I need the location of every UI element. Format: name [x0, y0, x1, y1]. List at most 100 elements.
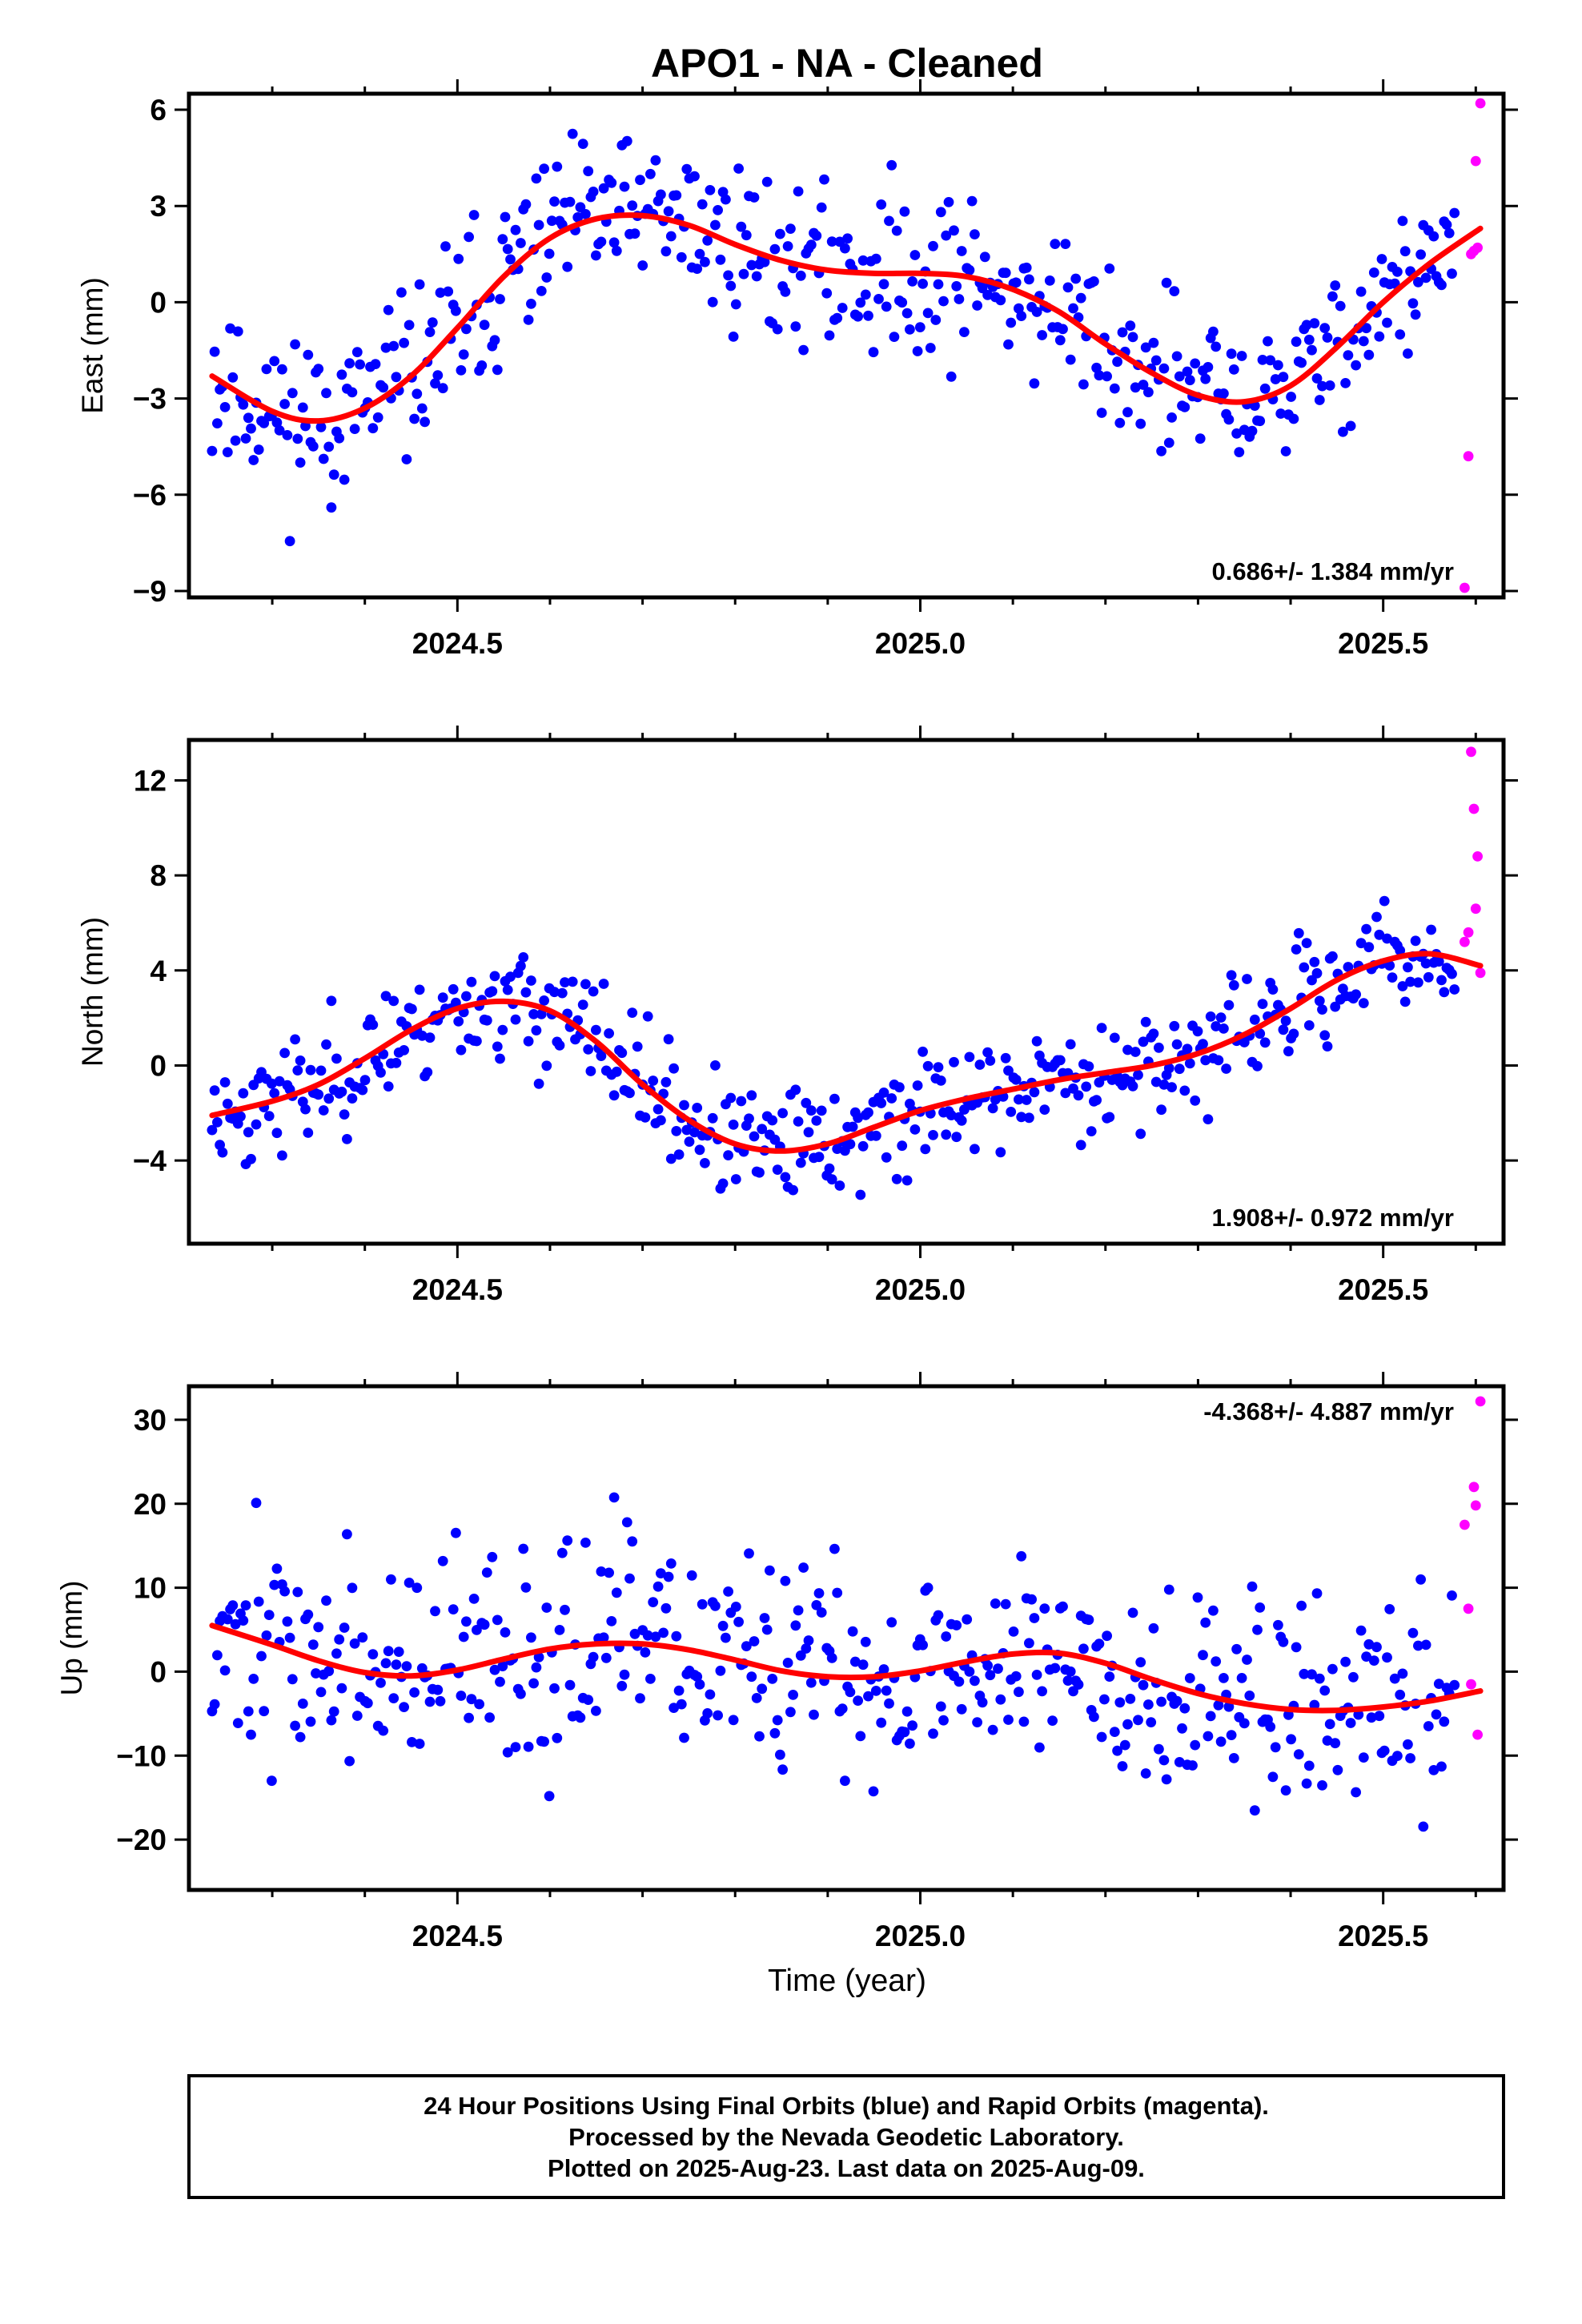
north-final-point: [1138, 1036, 1149, 1047]
up-y-tick-label: 0: [150, 1655, 167, 1688]
up-x-tick-label: 2025.5: [1338, 1920, 1428, 1952]
north-final-point: [1420, 958, 1431, 969]
east-final-point: [1070, 273, 1082, 284]
east-final-point: [1280, 446, 1291, 456]
up-final-point: [600, 1652, 612, 1663]
north-final-point: [801, 1097, 812, 1108]
east-final-point: [209, 346, 220, 357]
north-final-point: [935, 1076, 946, 1086]
north-final-point: [1200, 1055, 1211, 1066]
east-final-point: [1397, 215, 1408, 227]
up-x-tick-label: 2024.5: [412, 1920, 503, 1952]
up-y-axis-label: Up (mm): [55, 1581, 88, 1696]
east-rapid-point: [1460, 582, 1470, 593]
east-final-point: [1278, 372, 1289, 383]
east-final-point: [816, 202, 827, 213]
north-final-point: [1184, 1058, 1195, 1069]
east-final-point: [1275, 408, 1287, 419]
up-final-point: [456, 1691, 467, 1701]
up-final-point: [243, 1706, 254, 1717]
east-final-point: [746, 259, 757, 271]
up-final-point: [1190, 1739, 1201, 1751]
up-rapid-point: [1472, 1729, 1483, 1740]
north-final-point: [383, 1081, 394, 1092]
east-final-point: [1358, 336, 1369, 347]
up-final-point: [1119, 1739, 1130, 1751]
east-final-point: [761, 176, 773, 187]
east-final-point: [1441, 219, 1452, 230]
up-final-point: [435, 1695, 446, 1707]
up-y-tick-label: 10: [134, 1572, 167, 1605]
up-final-point: [1016, 1550, 1027, 1562]
north-final-point: [510, 1014, 521, 1025]
east-final-point: [404, 320, 415, 331]
north-final-point: [604, 1028, 614, 1039]
up-final-point: [1117, 1761, 1128, 1771]
east-final-point: [1449, 207, 1460, 219]
up-final-point: [1296, 1600, 1307, 1611]
up-final-point: [673, 1685, 685, 1696]
up-final-point: [497, 1661, 508, 1672]
east-final-point: [409, 413, 420, 424]
east-y-tick-label: −6: [133, 479, 167, 512]
east-final-point: [1291, 336, 1302, 348]
east-final-point: [328, 469, 339, 480]
up-final-point: [717, 1620, 729, 1631]
east-final-point: [798, 344, 809, 356]
north-final-point: [1091, 1095, 1102, 1106]
east-final-point: [1044, 275, 1055, 286]
east-x-tick-label: 2024.5: [412, 627, 503, 660]
up-final-point: [765, 1565, 775, 1576]
east-final-point: [707, 296, 718, 308]
up-final-point: [811, 1600, 822, 1610]
up-final-point: [520, 1582, 532, 1593]
east-final-point: [430, 378, 440, 389]
east-final-point: [922, 308, 934, 319]
north-final-point: [1358, 998, 1369, 1008]
north-final-point: [728, 1120, 739, 1130]
east-final-point: [300, 420, 311, 432]
east-final-point: [619, 181, 630, 192]
up-final-point: [259, 1706, 270, 1717]
north-final-point: [531, 1025, 542, 1035]
east-final-point: [1122, 407, 1133, 418]
up-final-point: [1368, 1655, 1379, 1667]
up-final-point: [336, 1683, 347, 1694]
north-final-point: [777, 1108, 788, 1119]
east-final-point: [1226, 348, 1237, 360]
up-final-point: [407, 1737, 417, 1747]
east-trend-fit-line: [209, 212, 1484, 424]
up-final-point: [489, 1664, 500, 1675]
east-final-point: [676, 251, 687, 263]
north-final-point: [736, 1096, 747, 1107]
east-final-point: [995, 295, 1006, 306]
east-final-point: [500, 211, 511, 223]
up-final-point: [1213, 1699, 1224, 1711]
east-final-point: [492, 364, 503, 376]
north-final-point: [1211, 1021, 1222, 1031]
east-rapid-point: [1472, 242, 1483, 253]
up-final-point: [772, 1715, 783, 1726]
north-final-point: [1395, 945, 1406, 956]
east-final-point: [982, 290, 993, 300]
north-final-point: [326, 995, 337, 1007]
north-final-point: [1439, 987, 1450, 998]
north-final-point: [826, 1174, 837, 1185]
up-final-point: [1307, 1669, 1317, 1680]
east-final-point: [295, 457, 306, 468]
up-data-layer: [207, 1396, 1486, 1832]
north-final-point: [209, 1085, 220, 1096]
north-rate-label: 1.908+/- 0.972 mm/yr: [1212, 1204, 1454, 1232]
up-final-point: [721, 1632, 731, 1643]
up-final-point: [782, 1658, 793, 1668]
up-final-point: [380, 1658, 391, 1669]
east-final-point: [1031, 307, 1042, 317]
east-final-point: [238, 399, 249, 410]
north-final-point: [1205, 1011, 1216, 1022]
up-final-point: [583, 1695, 594, 1706]
north-final-point: [1054, 1055, 1066, 1066]
up-final-point: [1236, 1673, 1247, 1683]
footnote-box: [187, 2074, 1505, 2199]
up-final-point: [816, 1607, 827, 1618]
east-final-point: [1309, 318, 1320, 329]
